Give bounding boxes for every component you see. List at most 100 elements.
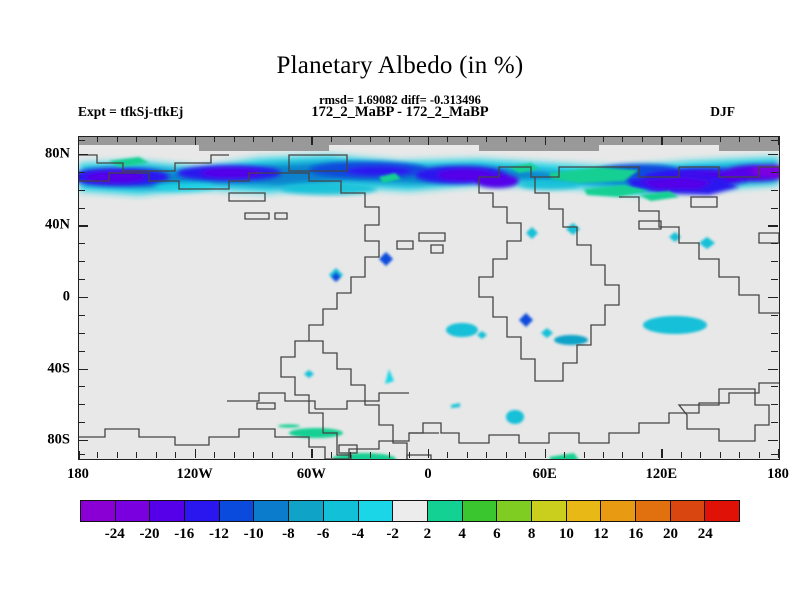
colorbar-swatch[interactable] bbox=[670, 501, 706, 521]
colorbar-tick-label: 8 bbox=[527, 526, 536, 542]
axis-tick-x-minor bbox=[641, 452, 643, 458]
axis-tick-y-minor bbox=[78, 332, 85, 334]
axis-tick-y-major bbox=[78, 368, 88, 370]
colorbar-swatch[interactable] bbox=[81, 501, 116, 521]
axis-tick-x-minor bbox=[622, 452, 624, 458]
map-plot-area bbox=[78, 136, 780, 460]
axis-tick-x-minor bbox=[486, 452, 488, 458]
colorbar-tick-label: -20 bbox=[139, 526, 160, 542]
axis-tick-x-major bbox=[428, 449, 430, 458]
axis-tick-x-minor-top bbox=[525, 136, 527, 142]
colorbar[interactable] bbox=[80, 500, 740, 522]
axis-tick-x-minor-top bbox=[272, 136, 274, 142]
axis-tick-x-minor-top bbox=[350, 136, 352, 142]
x-axis-tick-label: 180 bbox=[67, 466, 89, 482]
axis-tick-y-minor-right bbox=[771, 139, 778, 141]
axis-tick-y-major-right bbox=[768, 440, 778, 442]
axis-tick-x-minor-top bbox=[700, 136, 702, 142]
axis-tick-y-minor-right bbox=[771, 243, 778, 245]
axis-tick-x-minor bbox=[564, 452, 566, 458]
axis-tick-y-minor-right bbox=[771, 314, 778, 316]
colorbar-swatch[interactable] bbox=[289, 501, 324, 521]
axis-tick-x-major-top bbox=[661, 136, 663, 145]
axis-tick-x-minor bbox=[155, 452, 157, 458]
axis-tick-x-minor-top bbox=[486, 136, 488, 142]
axis-tick-x-minor-top bbox=[739, 136, 741, 142]
case-comparison-label: 172_2_MaBP - 172_2_MaBP bbox=[311, 104, 489, 120]
axis-tick-x-minor bbox=[525, 452, 527, 458]
axis-tick-x-major bbox=[661, 449, 663, 458]
axis-tick-y-minor bbox=[78, 139, 85, 141]
axis-tick-x-major-top bbox=[428, 136, 430, 145]
axis-tick-x-minor bbox=[272, 452, 274, 458]
axis-tick-x-minor-top bbox=[253, 136, 254, 142]
axis-tick-y-minor bbox=[78, 189, 85, 191]
colorbar-swatch[interactable] bbox=[254, 501, 290, 521]
axis-tick-x-major-top bbox=[544, 136, 546, 145]
colorbar-swatch[interactable] bbox=[566, 501, 602, 521]
axis-tick-y-major-right bbox=[768, 225, 778, 227]
colorbar-swatch[interactable] bbox=[427, 501, 463, 521]
y-axis-tick-label: 40S bbox=[47, 360, 70, 377]
axis-tick-x-minor bbox=[603, 452, 604, 458]
axis-tick-x-minor bbox=[291, 452, 293, 458]
colorbar-tick-label: -16 bbox=[174, 526, 195, 542]
x-axis-tick-label: 180 bbox=[767, 466, 789, 482]
axis-tick-x-minor bbox=[680, 452, 682, 458]
x-axis-tick-label: 0 bbox=[424, 466, 432, 482]
colorbar-tick-label: 12 bbox=[593, 526, 609, 542]
x-axis-tick-label: 60E bbox=[532, 466, 557, 482]
axis-tick-x-minor bbox=[214, 452, 216, 458]
axis-tick-x-minor-top bbox=[389, 136, 391, 142]
colorbar-swatch[interactable] bbox=[323, 501, 359, 521]
axis-tick-y-major-right bbox=[768, 368, 778, 370]
axis-tick-x-minor bbox=[758, 452, 760, 458]
axis-tick-y-minor bbox=[78, 261, 85, 263]
colorbar-swatch[interactable] bbox=[636, 501, 671, 521]
colorbar-swatch[interactable] bbox=[358, 501, 394, 521]
x-axis-tick-label: 60W bbox=[296, 466, 326, 482]
axis-tick-x-minor-top bbox=[136, 136, 138, 142]
y-axis-tick-label: 80N bbox=[45, 145, 70, 162]
colorbar-swatch[interactable] bbox=[393, 501, 428, 521]
axis-tick-x-minor-top bbox=[564, 136, 566, 142]
colorbar-swatch[interactable] bbox=[150, 501, 186, 521]
axis-tick-y-minor-right bbox=[771, 332, 778, 334]
colorbar-swatch[interactable] bbox=[601, 501, 636, 521]
axis-tick-x-major bbox=[778, 449, 780, 458]
colorbar-swatch[interactable] bbox=[531, 501, 567, 521]
axis-tick-x-minor-top bbox=[97, 136, 99, 142]
colorbar-swatch[interactable] bbox=[185, 501, 220, 521]
axis-tick-x-minor bbox=[505, 452, 507, 458]
axis-tick-y-major bbox=[78, 153, 88, 156]
colorbar-swatch[interactable] bbox=[115, 501, 151, 521]
axis-tick-x-minor bbox=[97, 452, 99, 458]
colorbar-tick-label: -6 bbox=[316, 526, 330, 542]
colorbar-tick-label: 16 bbox=[628, 526, 644, 542]
axis-tick-y-minor bbox=[78, 243, 85, 245]
season-label: DJF bbox=[710, 104, 735, 119]
axis-tick-x-minor-top bbox=[214, 136, 216, 142]
axis-tick-x-minor-top bbox=[116, 136, 118, 142]
colorbar-tick-label: 4 bbox=[458, 526, 466, 542]
axis-tick-x-minor-top bbox=[680, 136, 682, 142]
colorbar-tick-label: -10 bbox=[243, 526, 264, 542]
axis-tick-x-minor-top bbox=[175, 136, 177, 142]
experiment-label: Expt = tfkSj-tfkEj bbox=[78, 104, 184, 119]
axis-tick-y-minor bbox=[78, 314, 85, 316]
colorbar-swatch[interactable] bbox=[497, 501, 532, 521]
axis-tick-y-major-right bbox=[768, 153, 778, 156]
axis-tick-y-major-right bbox=[768, 297, 778, 299]
axis-tick-x-minor bbox=[369, 452, 371, 458]
axis-tick-x-minor-top bbox=[447, 136, 449, 142]
axis-tick-x-minor bbox=[408, 452, 410, 458]
axis-tick-x-minor bbox=[389, 452, 391, 458]
axis-tick-x-minor bbox=[330, 452, 332, 458]
axis-tick-y-minor-right bbox=[771, 454, 778, 456]
colorbar-swatch[interactable] bbox=[705, 501, 740, 521]
colorbar-swatch[interactable] bbox=[219, 501, 255, 521]
colorbar-swatch[interactable] bbox=[462, 501, 498, 521]
scattered-negative-spots bbox=[304, 223, 715, 424]
colorbar-tick-label: 2 bbox=[423, 526, 432, 542]
page-title: Planetary Albedo (in %) bbox=[276, 52, 524, 79]
